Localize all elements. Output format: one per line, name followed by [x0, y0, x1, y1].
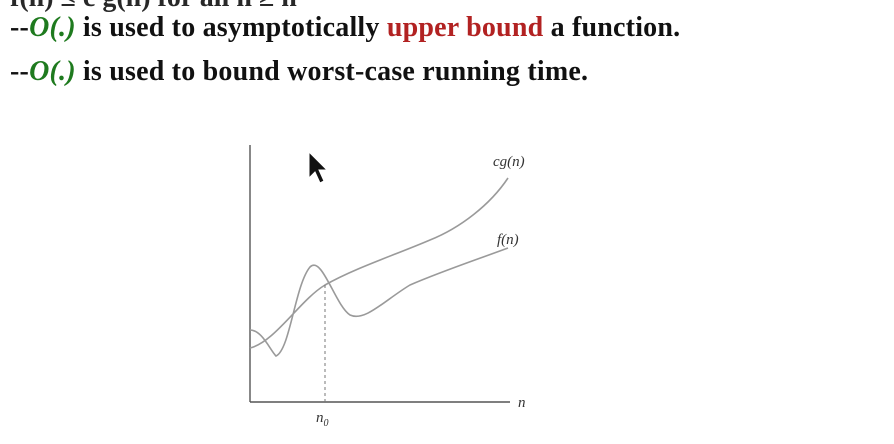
f-n-curve [249, 247, 509, 357]
big-o-notation: O(.) [29, 56, 76, 87]
bullet-prefix: -- [10, 56, 30, 87]
n0-label-subscript: 0 [324, 418, 329, 429]
bullet-prefix: -- [10, 12, 30, 43]
upper-bound-highlight: upper bound [386, 12, 544, 43]
big-o-notation: O(.) [29, 12, 76, 43]
f-n-label: f(n) [497, 232, 519, 248]
clipped-definition-text: f(n) ≤ c g(n) for all n ≥ n [10, 0, 297, 14]
bullet-text-end: a function. [543, 12, 681, 43]
bullet-text: is used to asymptotically [75, 12, 387, 43]
mouse-pointer-icon [308, 150, 329, 184]
cg-n-label: cg(n) [493, 154, 525, 170]
cg-n-curve [249, 177, 509, 349]
bullet-text: is used to bound worst-case running time… [75, 56, 589, 87]
bullet-worst-case: --O(.) is used to bound worst-case runni… [10, 56, 588, 88]
n0-label: n0 [316, 410, 329, 429]
bullet-upper-bound: --O(.) is used to asymptotically upper b… [10, 12, 680, 44]
x-axis-label: n [518, 395, 526, 411]
clipped-definition: f(n) ≤ c g(n) for all n ≥ n [10, 0, 297, 13]
n0-label-main: n [316, 410, 324, 426]
